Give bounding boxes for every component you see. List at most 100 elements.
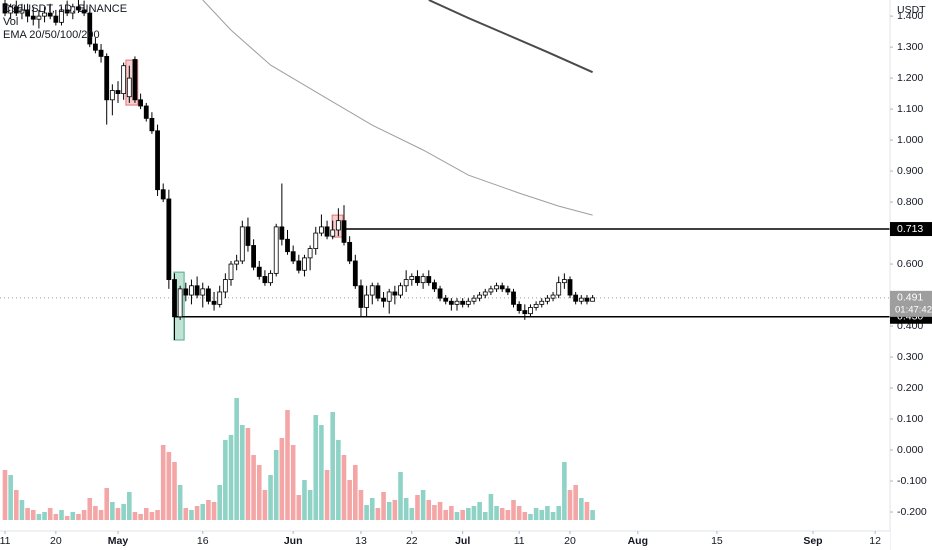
x-tick-label: 12 bbox=[869, 535, 881, 547]
time-axis bbox=[0, 531, 890, 550]
candle-body bbox=[149, 117, 155, 132]
candle-body bbox=[13, 6, 19, 14]
candle-body bbox=[302, 257, 307, 271]
candle-body bbox=[409, 276, 415, 280]
candle-body bbox=[590, 297, 596, 302]
volume-bar bbox=[556, 506, 562, 520]
candle-body bbox=[398, 285, 403, 296]
candle-body bbox=[347, 241, 353, 262]
volume-bar bbox=[330, 412, 336, 520]
volume-bar bbox=[183, 508, 189, 520]
x-tick-label: 16 bbox=[197, 535, 209, 547]
candle-body bbox=[211, 300, 217, 305]
candle-body bbox=[115, 90, 121, 95]
candle-body bbox=[104, 56, 110, 101]
volume-bar bbox=[488, 494, 494, 520]
candle-body bbox=[550, 294, 556, 299]
volume-bar bbox=[64, 516, 70, 520]
volume-bar bbox=[279, 438, 285, 520]
candle-body bbox=[160, 189, 166, 200]
volume-bar bbox=[206, 500, 211, 520]
candle-body bbox=[352, 260, 358, 287]
volume-bar bbox=[76, 514, 81, 520]
volume-bar bbox=[217, 485, 223, 520]
x-tick-label: Aug bbox=[628, 535, 648, 547]
volume-bar bbox=[14, 490, 19, 520]
candle-body bbox=[70, 6, 76, 14]
candle-body bbox=[109, 90, 115, 101]
candle-body bbox=[516, 303, 522, 311]
volume-bar bbox=[81, 510, 87, 520]
candle-body bbox=[132, 59, 138, 101]
candle-body bbox=[482, 291, 488, 296]
x-tick-label: May bbox=[108, 535, 129, 547]
candle-body bbox=[98, 49, 104, 57]
candle-body bbox=[206, 288, 211, 302]
candle-body bbox=[296, 260, 302, 271]
level-label: 0.713 bbox=[897, 223, 923, 235]
volume-bar bbox=[290, 445, 296, 520]
volume-label: Vol bbox=[3, 16, 18, 28]
volume-bar bbox=[19, 500, 25, 520]
candle-body bbox=[471, 297, 477, 302]
candle-body bbox=[415, 276, 420, 284]
candle-body bbox=[584, 297, 590, 302]
candle-body bbox=[578, 297, 584, 302]
candle-body bbox=[477, 294, 483, 299]
volume-bar bbox=[87, 498, 93, 520]
candle-body bbox=[126, 77, 132, 98]
volume-bar bbox=[550, 512, 556, 520]
candle-body bbox=[268, 272, 273, 284]
volume-bar bbox=[234, 398, 239, 520]
candle-body bbox=[454, 300, 460, 305]
volume-bar bbox=[449, 506, 454, 520]
x-tick-label: 13 bbox=[355, 535, 367, 547]
candle-body bbox=[138, 99, 144, 107]
candle-body bbox=[358, 285, 364, 308]
volume-bar bbox=[460, 510, 465, 520]
volume-bar bbox=[353, 465, 358, 520]
candle-body bbox=[285, 238, 290, 253]
volume-bar bbox=[426, 500, 432, 520]
volume-bar bbox=[166, 452, 172, 520]
volume-bar bbox=[347, 480, 352, 520]
candle-body bbox=[155, 130, 160, 191]
volume-bar bbox=[160, 445, 166, 520]
candle-body bbox=[251, 245, 257, 268]
candle-body bbox=[319, 226, 324, 234]
volume-bar bbox=[30, 510, 36, 520]
volume-bar bbox=[115, 508, 121, 520]
candle-body bbox=[386, 291, 392, 302]
volume-bar bbox=[200, 504, 206, 520]
x-tick-label: Sep bbox=[803, 535, 822, 547]
x-tick-label: 11 bbox=[514, 535, 525, 547]
volume-bar bbox=[2, 470, 8, 520]
candle-body bbox=[561, 279, 567, 284]
ema-line bbox=[428, 0, 594, 74]
x-tick-label: Jun bbox=[284, 535, 303, 547]
volume-bar bbox=[381, 492, 386, 520]
candle-body bbox=[2, 3, 8, 14]
volume-bar bbox=[573, 485, 578, 520]
candle-body bbox=[30, 15, 36, 20]
volume-bar bbox=[539, 510, 545, 520]
y-tick-label: 0.800 bbox=[897, 196, 923, 208]
volume-bar bbox=[251, 455, 256, 520]
volume-bar bbox=[415, 495, 420, 520]
volume-bar bbox=[189, 510, 194, 520]
candle-body bbox=[53, 15, 59, 23]
volume-bar bbox=[42, 512, 47, 520]
candle-body bbox=[290, 251, 296, 262]
volume-bar bbox=[177, 485, 183, 520]
candle-body bbox=[364, 294, 370, 308]
volume-bar bbox=[228, 435, 234, 520]
volume-bar bbox=[155, 510, 160, 520]
volume-bar bbox=[505, 510, 511, 520]
x-tick-label: 20 bbox=[564, 535, 576, 547]
candle-body bbox=[183, 288, 189, 296]
volume-bar bbox=[533, 508, 539, 520]
candle-body bbox=[426, 276, 432, 284]
volume-bar bbox=[70, 512, 76, 520]
indicator-label: EMA 20/50/100/200 bbox=[3, 29, 100, 41]
